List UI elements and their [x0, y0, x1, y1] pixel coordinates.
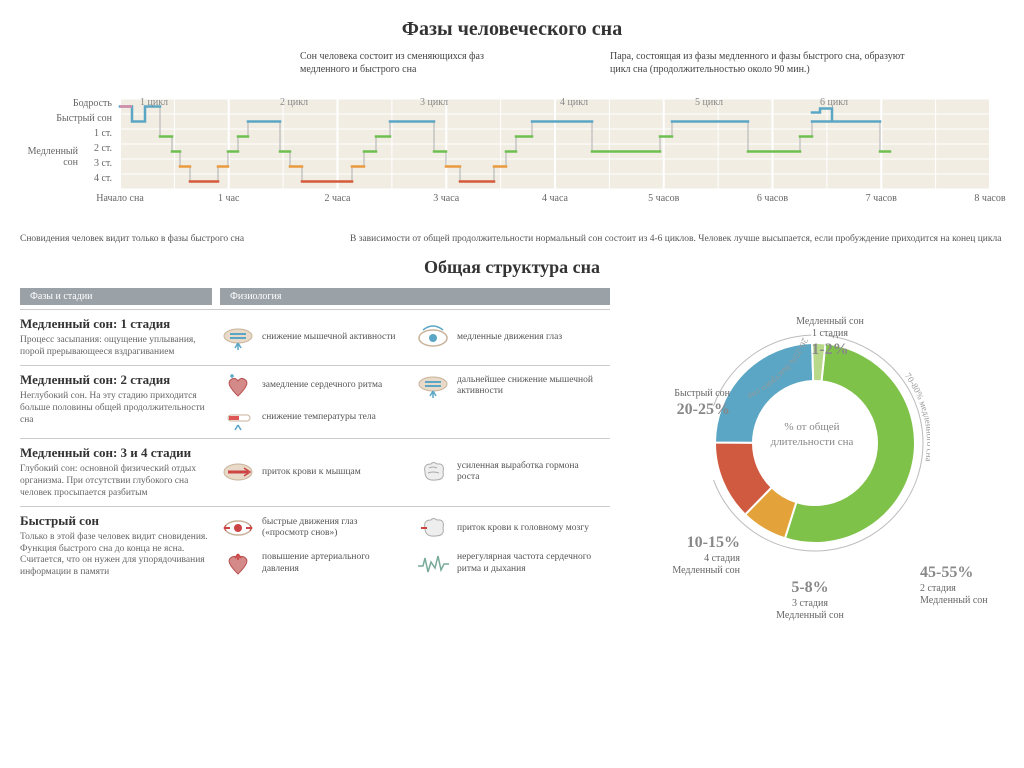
physiology-item: дальнейшее снижение мышечной активности [415, 372, 600, 400]
xtick: 2 часа [308, 193, 368, 204]
bp-up-icon [220, 550, 256, 578]
physiology-item: нерегулярная частота сердечного ритма и … [415, 548, 600, 579]
physiology-item: снижение мышечной активности [220, 316, 405, 359]
footnote-left: Сновидения человек видит только в фазы б… [20, 233, 320, 245]
physiology-item: усиленная выработка гормона роста [415, 445, 600, 500]
ylabel-group: Медленный сон [18, 146, 78, 168]
physiology-text: снижение температуры тела [262, 412, 376, 423]
xtick: 4 часа [525, 193, 585, 204]
donut-label: 45-55%2 стадияМедленный сон [920, 563, 1020, 606]
physiology-item: быстрые движения глаз («просмотр снов») [220, 513, 405, 544]
temp-down-icon [220, 404, 256, 432]
donut-center-label: % от общей длительности сна [762, 420, 862, 449]
cycle-label: 4 цикл [560, 97, 588, 108]
physiology-text: приток крови к мышцам [262, 467, 361, 478]
ylabel: Бодрость [20, 98, 112, 109]
physiology-item: приток крови к мышцам [220, 445, 405, 500]
structure-title: Общая структура сна [20, 257, 1004, 278]
stage-row: Медленный сон: 3 и 4 стадии Глубокий сон:… [20, 438, 610, 506]
footnote-right: В зависимости от общей продолжительности… [350, 233, 1004, 245]
physiology-text: приток крови к головному мозгу [457, 523, 589, 534]
physiology-text: нерегулярная частота сердечного ритма и … [457, 552, 600, 575]
stage-desc: Процесс засыпания: ощущение уплывания, п… [20, 335, 210, 359]
cycle-label: 3 цикл [420, 97, 448, 108]
xtick: 7 часов [851, 193, 911, 204]
stage-row: Медленный сон: 1 стадия Процесс засыпания… [20, 309, 610, 365]
stage-name: Быстрый сон [20, 513, 210, 529]
col-head-physiology: Физиология [220, 288, 610, 305]
donut-label: 5-8%3 стадияМедленный сон [760, 578, 860, 621]
stage-desc: Неглубокий сон. На эту стадию приходится… [20, 391, 210, 427]
xtick: 1 час [199, 193, 259, 204]
ylabel: Быстрый сон [20, 113, 112, 124]
xtick: 3 часа [416, 193, 476, 204]
physiology-item: повышение артериального давления [220, 548, 405, 579]
physiology-text: замедление сердечного ритма [262, 380, 382, 391]
stage-row: Быстрый сон Только в этой фазе человек ви… [20, 506, 610, 586]
xtick: 6 часов [743, 193, 803, 204]
cycle-label: 2 цикл [280, 97, 308, 108]
hypnogram-section: Сон человека состоит из сменяющихся фаз … [20, 51, 1004, 231]
cycle-label: 1 цикл [140, 97, 168, 108]
xtick: 5 часов [634, 193, 694, 204]
stage-desc: Только в этой фазе человек видит сновиде… [20, 532, 210, 580]
stage-name: Медленный сон: 1 стадия [20, 316, 210, 332]
eye-fast-icon [220, 514, 256, 542]
physiology-item: приток крови к головному мозгу [415, 513, 600, 544]
physiology-item: замедление сердечного ритма [220, 372, 405, 400]
physiology-text: повышение артериального давления [262, 552, 405, 575]
physiology-text: медленные движения глаз [457, 332, 562, 343]
eye-slow-icon [415, 324, 451, 352]
muscle-down-icon [415, 372, 451, 400]
physiology-text: быстрые движения глаз («просмотр снов») [262, 517, 405, 540]
stage-row: Медленный сон: 2 стадия Неглубокий сон. Н… [20, 365, 610, 438]
cycle-label: 6 цикл [820, 97, 848, 108]
muscle-down-icon [220, 324, 256, 352]
ylabel: 4 ст. [20, 173, 112, 184]
stage-name: Медленный сон: 2 стадия [20, 372, 210, 388]
xtick: 8 часов [960, 193, 1020, 204]
donut-label: 10-15%4 стадияМедленный сон [640, 533, 740, 576]
physiology-item: снижение температуры тела [220, 404, 405, 432]
ylabel: 1 ст. [20, 128, 112, 139]
cycle-label: 5 цикл [695, 97, 723, 108]
physiology-text: усиленная выработка гормона роста [457, 461, 600, 484]
stage-name: Медленный сон: 3 и 4 стадии [20, 445, 210, 461]
page-title: Фазы человеческого сна [20, 18, 1004, 41]
donut-label: Медленный сон1 стадия1-2% [780, 316, 880, 359]
stage-desc: Глубокий сон: основной физический отдых … [20, 464, 210, 500]
physiology-item: медленные движения глаз [415, 316, 600, 359]
blood-muscle-icon [220, 458, 256, 486]
brain-hormone-icon [415, 458, 451, 486]
physiology-text: снижение мышечной активности [262, 332, 396, 343]
donut-chart: 70-80% медленного сна20-25% быстрого сна… [630, 288, 990, 628]
col-head-phases: Фазы и стадии [20, 288, 212, 305]
physiology-text: дальнейшее снижение мышечной активности [457, 375, 600, 398]
brain-blood-icon [415, 514, 451, 542]
note-left: Сон человека состоит из сменяющихся фаз … [300, 51, 520, 76]
xtick: Начало сна [90, 193, 150, 204]
rhythm-irreg-icon [415, 550, 451, 578]
stages-table: Фазы и стадии Физиология Медленный сон: … [20, 288, 610, 628]
note-right: Пара, состоящая из фазы медленного и фаз… [610, 51, 910, 76]
heart-slow-icon [220, 372, 256, 400]
donut-label: Быстрый сон20-25% [630, 388, 730, 419]
